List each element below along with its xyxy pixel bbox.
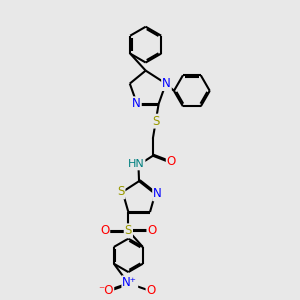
Text: O: O [146, 284, 156, 297]
Text: N: N [132, 97, 141, 110]
Text: HN: HN [128, 159, 145, 170]
Text: S: S [117, 185, 124, 198]
Text: N: N [162, 77, 171, 90]
Text: S: S [152, 115, 160, 128]
Text: N⁺: N⁺ [122, 276, 137, 289]
Text: O: O [147, 224, 157, 237]
Text: N: N [153, 188, 162, 200]
Text: S: S [125, 224, 132, 237]
Text: O: O [100, 224, 109, 237]
Text: ⁻O: ⁻O [98, 284, 113, 297]
Text: O: O [167, 155, 176, 168]
